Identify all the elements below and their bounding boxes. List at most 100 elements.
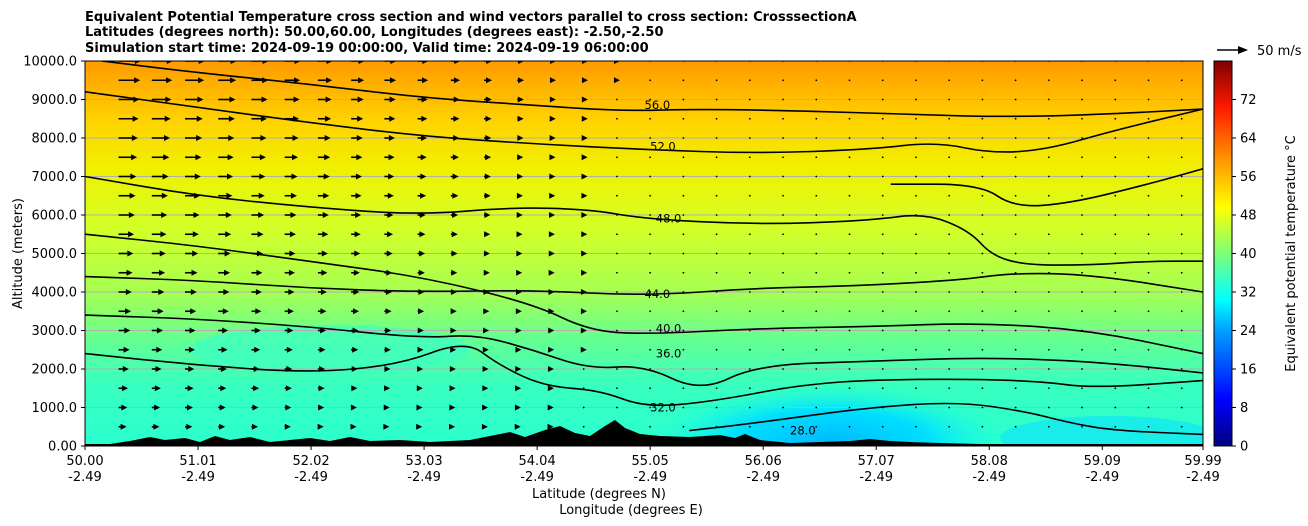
wind-vector-head (417, 327, 424, 334)
wind-vector-head (484, 231, 491, 238)
wind-vector-head (222, 327, 229, 334)
wind-vector-head (326, 61, 333, 64)
wind-vector-head (517, 77, 524, 84)
wind-vector-head (254, 327, 261, 334)
wind-vector-head (548, 231, 555, 238)
contour-label: 48.0 (656, 212, 682, 226)
contour-label: 52.0 (650, 139, 676, 153)
wind-vector (782, 291, 784, 293)
wind-vector (915, 252, 917, 255)
wind-vector-head (134, 61, 141, 64)
wind-vector (1180, 252, 1183, 255)
wind-vector (1047, 348, 1050, 351)
wind-vector (748, 329, 751, 332)
wind-vector-head (191, 269, 198, 276)
wind-vector-head (483, 289, 490, 295)
wind-vector-head (350, 423, 357, 430)
wind-vector (981, 194, 984, 197)
wind-vector-head (187, 385, 194, 392)
wind-vector (1114, 79, 1117, 82)
contour-line (85, 272, 1203, 296)
wind-vector (981, 252, 984, 255)
wind-vector (649, 233, 652, 236)
wind-vector (1014, 368, 1017, 370)
wind-vector-head (581, 289, 588, 295)
wind-vector (1047, 117, 1050, 120)
wind-vector (1180, 348, 1183, 351)
wind-vector (649, 117, 652, 120)
wind-vector (715, 310, 718, 313)
wind-vector (1180, 387, 1183, 390)
y-tick-label: 4000.0 (32, 286, 78, 301)
wind-vector (1147, 117, 1150, 120)
wind-vector-head (416, 404, 423, 411)
x-tick-label-longitude: -2.49 (407, 470, 441, 485)
wind-vector-head (324, 154, 331, 161)
wind-vector (649, 329, 652, 332)
wind-vector-head (325, 96, 332, 103)
wind-vector-head (261, 96, 268, 103)
wind-vector (881, 291, 884, 293)
wind-vector (1081, 310, 1083, 313)
wind-vector-head (416, 423, 423, 430)
x-tick-label-latitude: 59.09 (1084, 454, 1121, 469)
wind-vector-head (257, 250, 264, 257)
wind-vector-head (223, 289, 230, 295)
wind-vector-head (449, 404, 456, 411)
wind-vector-head (385, 308, 392, 315)
x-tick-label-latitude: 57.07 (858, 454, 895, 469)
wind-vector (981, 156, 984, 159)
y-tick-label: 0.00 (48, 440, 77, 455)
wind-vector-head (286, 366, 293, 372)
wind-vector (1147, 175, 1150, 178)
wind-vector (1014, 79, 1017, 82)
wind-vector-head (229, 96, 236, 103)
wind-vector-head (195, 154, 202, 161)
wind-vector (1081, 175, 1083, 178)
wind-vector-head (518, 61, 525, 64)
wind-vector (582, 406, 585, 409)
wind-vector (649, 137, 652, 139)
wind-vector-head (481, 423, 488, 430)
wind-vector (748, 387, 751, 390)
wind-vector (1147, 291, 1150, 293)
wind-vector-head (548, 346, 555, 353)
wind-vector-head (252, 404, 259, 411)
wind-vector (981, 425, 984, 428)
wind-vector-head (189, 327, 196, 334)
wind-vector (616, 252, 618, 255)
wind-vector (682, 79, 685, 82)
wind-vector (649, 98, 652, 101)
wind-vector (915, 425, 917, 428)
wind-vector (881, 329, 884, 332)
quiver-key: 50 m/s (1217, 44, 1302, 59)
wind-vector (1180, 329, 1183, 332)
wind-vector (1180, 214, 1183, 216)
colorbar-ticks: 0 8 16 24 32 40 48 56 64 72 (1232, 93, 1257, 455)
wind-vector-head (323, 173, 330, 180)
wind-vector-head (581, 231, 588, 238)
wind-vector (1047, 156, 1050, 159)
wind-vector-head (484, 192, 491, 199)
wind-vector-head (222, 308, 229, 315)
wind-vector-head (227, 154, 234, 161)
wind-vector-head (352, 346, 359, 353)
wind-vector (948, 310, 951, 313)
x-axis-label-latitude: Latitude (degrees N) (532, 487, 666, 502)
wind-vector-head (120, 423, 127, 430)
wind-vector (1047, 406, 1050, 409)
wind-vector (881, 271, 884, 274)
wind-vector (881, 233, 884, 236)
wind-vector (1114, 291, 1117, 293)
wind-vector (1147, 310, 1150, 313)
wind-vector (848, 98, 851, 101)
wind-vector-head (192, 250, 199, 257)
wind-vector-head (198, 77, 205, 84)
wind-vector-head (293, 96, 300, 103)
wind-vector-head (515, 308, 522, 315)
wind-vector (715, 98, 718, 101)
wind-vector-head (288, 269, 295, 276)
wind-vector (915, 291, 917, 293)
wind-vector (815, 117, 818, 120)
